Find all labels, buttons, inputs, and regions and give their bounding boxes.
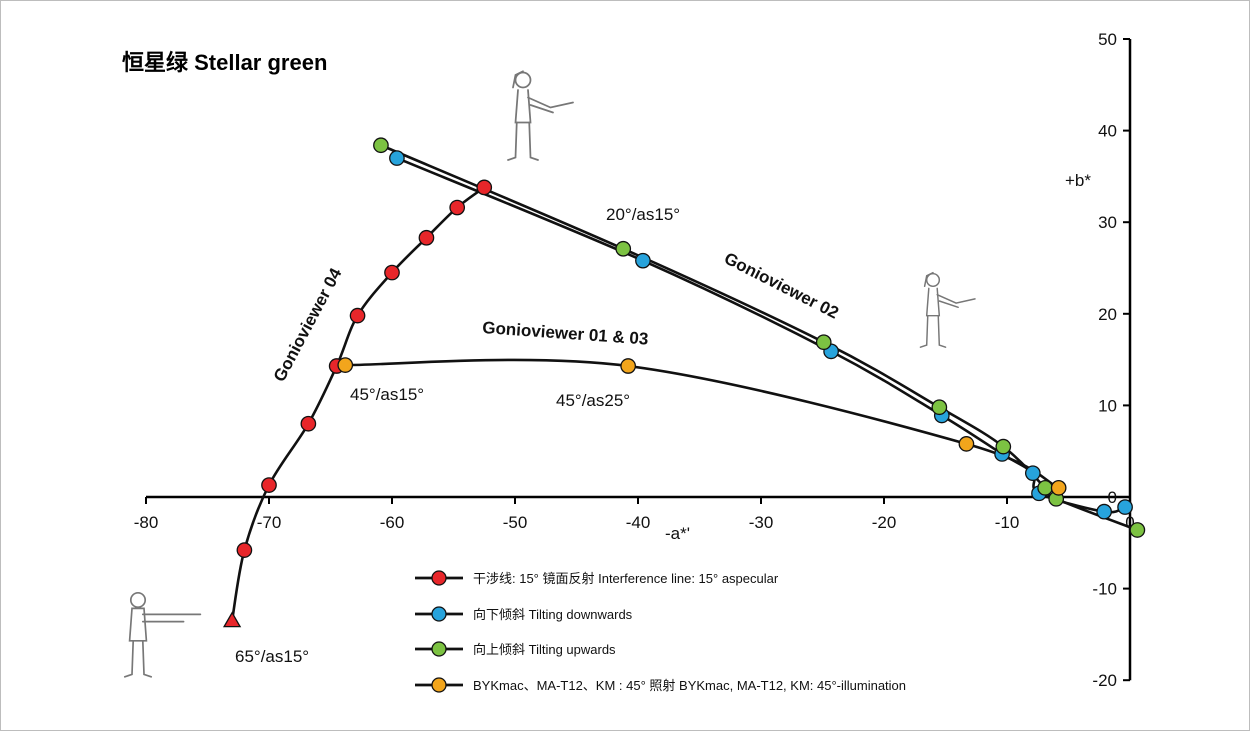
axes: -80 -70 -60 -50 -40 -30 -20 -10 0 50 40 30 20 10 0 -10 -…	[134, 30, 1135, 690]
x-tick-label: -20	[872, 513, 897, 532]
figures	[123, 70, 976, 678]
legend-marker-illumination-45	[431, 677, 447, 693]
y-tick-label: 50	[1098, 30, 1117, 49]
chart-title: 恒星绿 Stellar green	[122, 50, 327, 75]
curves	[230, 143, 1139, 622]
point-tilting-down	[1117, 499, 1133, 515]
point-tilting-up	[995, 438, 1012, 455]
point-illumination-45	[1050, 479, 1067, 496]
y-tick-label: 10	[1098, 396, 1117, 415]
observer-figure-right	[919, 271, 976, 348]
point-interference	[236, 542, 253, 558]
series-line-tilting-up	[379, 143, 1139, 532]
point-interference	[476, 179, 493, 196]
point-interference	[384, 264, 400, 281]
point-tilting-down	[1024, 465, 1041, 482]
series-line-interference	[230, 186, 486, 622]
y-tick-label: 20	[1098, 305, 1117, 324]
legend-label-tilting-down: 向下倾斜 Tilting downwards	[473, 607, 633, 622]
y-tick-label: 30	[1098, 213, 1117, 232]
x-tick-label: -30	[749, 513, 774, 532]
point-illumination-45	[337, 357, 354, 373]
point-tilting-up	[1037, 479, 1053, 496]
point-tilting-up	[373, 137, 389, 154]
x-tick-label: -70	[257, 513, 282, 532]
series-line-illumination-45	[343, 358, 1060, 490]
point-tilting-down	[1096, 503, 1113, 520]
legend-label-interference: 干涉线: 15° 镜面反射 Interference line: 15° asp…	[473, 571, 779, 586]
data-points	[222, 137, 1146, 628]
point-interference	[449, 199, 466, 216]
y-tick-label: 40	[1098, 122, 1117, 141]
x-tick-label: 0	[1125, 513, 1134, 532]
point-tilting-up	[931, 399, 948, 416]
legend-label-tilting-up: 向上倾斜 Tilting upwards	[473, 642, 616, 657]
point-interference	[261, 477, 277, 493]
y-tick-label: 0	[1108, 488, 1117, 507]
point-illumination-45	[620, 358, 637, 374]
point-tilting-down	[635, 252, 651, 269]
x-tick-label: -80	[134, 513, 159, 532]
legend-marker-tilting-up	[431, 641, 447, 657]
observer-figure-top	[507, 70, 574, 161]
annotation-45-as25: 45°/as25°	[556, 391, 630, 410]
x-tick-label: -60	[380, 513, 405, 532]
point-tilting-up	[615, 240, 632, 257]
point-interference-triangle	[222, 611, 242, 628]
annotation-20-as15: 20°/as15°	[606, 205, 680, 224]
point-illumination-45	[958, 436, 975, 452]
legend-marker-tilting-down	[431, 606, 447, 622]
y-tick-label: -20	[1092, 671, 1117, 690]
point-interference	[418, 229, 435, 246]
annotation-45-as15: 45°/as15°	[350, 385, 424, 404]
label-gonioviewer-01-03: Gonioviewer 01 & 03	[482, 318, 649, 349]
point-interference	[300, 415, 317, 432]
y-axis-label: +b*	[1065, 171, 1091, 190]
label-gonioviewer-02: Gonioviewer 02	[721, 249, 842, 323]
legend: 干涉线: 15° 镜面反射 Interference line: 15° asp…	[415, 570, 906, 693]
point-tilting-up	[1129, 522, 1146, 538]
point-interference	[349, 307, 366, 324]
point-tilting-up	[815, 334, 832, 351]
x-tick-label: -50	[503, 513, 528, 532]
annotation-65-as15: 65°/as15°	[235, 647, 309, 666]
x-axis-label: -a*'	[665, 524, 690, 543]
legend-label-illumination-45: BYKmac、MA-T12、KM : 45° 照射 BYKmac, MA-T12…	[473, 678, 906, 693]
y-tick-label: -10	[1092, 580, 1117, 599]
observer-figure-bottom-left	[123, 591, 202, 678]
point-tilting-down	[389, 150, 405, 166]
x-tick-label: -40	[626, 513, 651, 532]
x-tick-label: -10	[995, 513, 1020, 532]
legend-marker-interference	[431, 570, 447, 586]
